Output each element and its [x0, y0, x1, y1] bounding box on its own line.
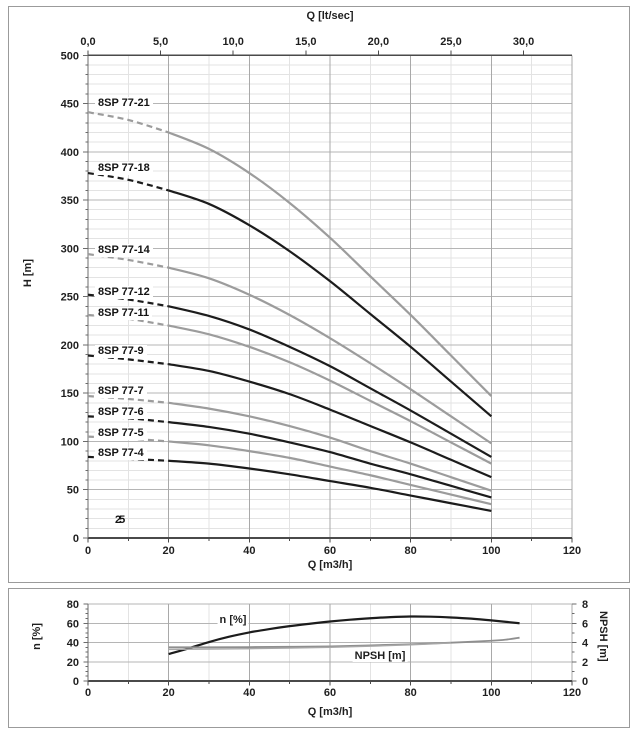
svg-text:120: 120: [563, 545, 581, 557]
svg-text:300: 300: [61, 243, 79, 255]
main-y-axis-title: H [m]: [22, 259, 34, 288]
curve-label-8sp-77-7: 8SP 77-7: [95, 385, 147, 398]
svg-text:40: 40: [243, 687, 255, 699]
curve-label-8sp-77-6: 8SP 77-6: [95, 406, 147, 419]
curve-8sp-77-14: [87, 253, 492, 445]
svg-text:60: 60: [67, 618, 79, 630]
svg-text:10,0: 10,0: [222, 36, 243, 48]
curve-label-8sp-77-9: 8SP 77-9: [95, 345, 147, 358]
svg-text:30,0: 30,0: [513, 36, 534, 48]
svg-text:0: 0: [73, 533, 79, 545]
head-curves-panel: 0 50 100 150 200 250 300 350 400 450 500 0 20 40 60 80 1…: [8, 6, 630, 583]
svg-text:40: 40: [67, 638, 79, 650]
efficiency-axis-title: n [%]: [31, 623, 43, 650]
curve-npsh-lower: [168, 642, 452, 651]
curve-label-8sp-77-14: 8SP 77-14: [95, 244, 153, 257]
head-curves-chart: 0 50 100 150 200 250 300 350 400 450 500 0 20 40 60 80 1…: [61, 36, 582, 557]
svg-text:250: 250: [61, 292, 79, 304]
curve-8sp-77-7: [87, 394, 492, 492]
curve-8sp-77-9: [87, 354, 492, 479]
curve-8sp-77-21: [87, 111, 493, 397]
svg-text:5,0: 5,0: [153, 36, 168, 48]
svg-text:400: 400: [61, 147, 79, 159]
curve-n-: [168, 615, 520, 656]
main-top-axis-title: Q [lt/sec]: [306, 10, 354, 22]
svg-text:20,0: 20,0: [368, 36, 389, 48]
svg-text:150: 150: [61, 388, 79, 400]
svg-text:100: 100: [482, 545, 500, 557]
svg-text:100: 100: [61, 436, 79, 448]
plot-label-n-: n [%]: [217, 614, 249, 626]
svg-text:80: 80: [405, 545, 417, 557]
svg-text:200: 200: [61, 340, 79, 352]
curve-label-8sp-77-21: 8SP 77-21: [95, 97, 153, 110]
svg-text:0: 0: [85, 687, 91, 699]
svg-text:0,0: 0,0: [80, 36, 95, 48]
curve-8sp-77-12: [87, 293, 492, 458]
main-x-axis-title: Q [m3/h]: [307, 559, 353, 571]
curve-8sp-77-18: [87, 171, 493, 418]
curve-npsh-m-: [168, 636, 520, 649]
svg-text:50: 50: [67, 485, 79, 497]
curve-label-8sp-77-11: 8SP 77-11: [95, 307, 153, 320]
lower-x-axis-title: Q [m3/h]: [307, 706, 353, 718]
svg-text:60: 60: [324, 545, 336, 557]
svg-text:80: 80: [67, 599, 79, 611]
svg-text:120: 120: [563, 687, 581, 699]
svg-text:0: 0: [582, 676, 588, 688]
svg-text:15,0: 15,0: [295, 36, 316, 48]
svg-text:80: 80: [405, 687, 417, 699]
svg-text:8: 8: [582, 599, 588, 611]
curve-label-8sp-77-12: 8SP 77-12: [95, 286, 153, 299]
svg-text:4: 4: [582, 638, 589, 650]
svg-text:25,0: 25,0: [440, 36, 461, 48]
svg-text:60: 60: [324, 687, 336, 699]
svg-text:40: 40: [243, 545, 255, 557]
svg-text:100: 100: [482, 687, 500, 699]
curve-label-8sp-77-4: 8SP 77-4: [95, 447, 147, 460]
curve-label-8sp-77-18: 8SP 77-18: [95, 162, 153, 175]
svg-text:2: 2: [582, 657, 588, 669]
svg-text:450: 450: [61, 99, 79, 111]
plot-label-npsh-m-: NPSH [m]: [352, 650, 408, 662]
svg-text:20: 20: [163, 687, 175, 699]
svg-text:6: 6: [582, 618, 588, 630]
npsh-axis-title: NPSH [m]: [597, 611, 609, 662]
svg-text:0: 0: [85, 545, 91, 557]
efficiency-npsh-panel: 0 20 40 60 80 0 2 4 6 8 0 20 40 60 80 100 120 n [%] NPSH…: [8, 588, 630, 728]
svg-text:350: 350: [61, 195, 79, 207]
svg-text:20: 20: [163, 545, 175, 557]
origin-annotation: 25: [115, 514, 125, 526]
svg-text:20: 20: [67, 657, 79, 669]
curve-label-8sp-77-5: 8SP 77-5: [95, 427, 147, 440]
svg-text:500: 500: [61, 50, 79, 62]
svg-text:0: 0: [73, 676, 79, 688]
